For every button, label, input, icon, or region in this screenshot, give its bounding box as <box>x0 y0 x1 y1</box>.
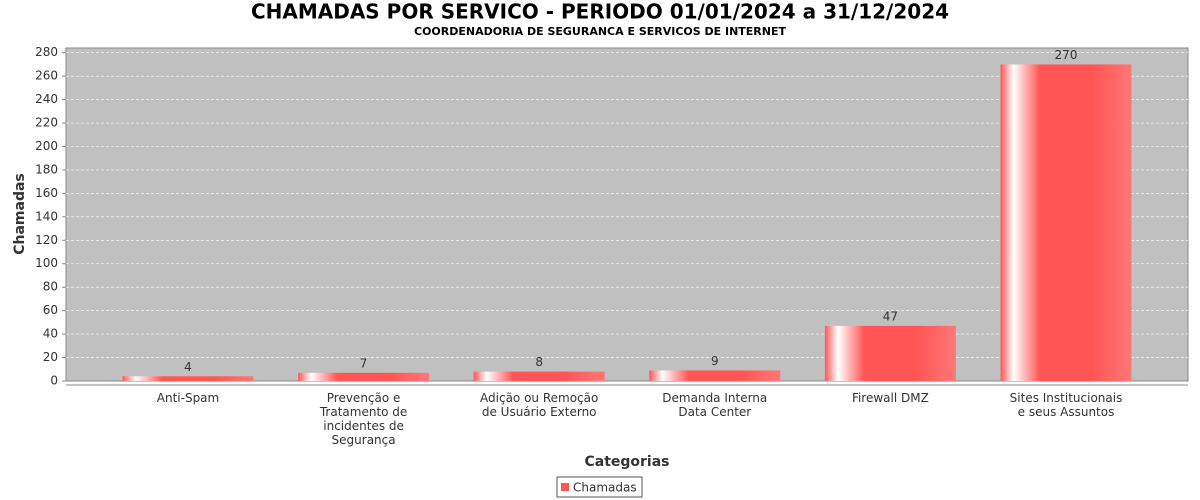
x-tick-label: Adição ou Remoção de Usuário Externo <box>480 391 599 419</box>
value-label: 7 <box>360 356 368 370</box>
value-label: 9 <box>711 354 719 368</box>
bar <box>824 325 956 381</box>
bar <box>122 376 254 381</box>
legend-label: Chamadas <box>573 481 637 495</box>
value-label: 8 <box>535 355 543 369</box>
x-tick-label: Prevenção e Tratamento de incidentes de … <box>319 391 408 447</box>
bar <box>1000 64 1132 381</box>
legend-swatch <box>561 483 569 491</box>
x-tick-label: Demanda Interna Data Center <box>662 391 768 419</box>
y-tick-label: 40 <box>43 327 58 341</box>
x-axis-label: Categorias <box>584 454 669 470</box>
y-tick-label: 120 <box>35 233 58 247</box>
value-label: 4 <box>184 360 192 374</box>
y-tick-label: 60 <box>43 303 58 317</box>
y-tick-label: 220 <box>35 116 58 130</box>
y-tick-label: 200 <box>35 139 58 153</box>
y-tick-label: 100 <box>35 256 58 270</box>
x-tick-label: Firewall DMZ <box>851 391 929 405</box>
bar <box>649 370 781 381</box>
y-tick-label: 140 <box>35 209 58 223</box>
chart-subtitle: COORDENADORIA DE SEGURANCA E SERVICOS DE… <box>414 25 786 38</box>
legend <box>556 476 643 498</box>
bar <box>298 372 430 381</box>
chart-title: CHAMADAS POR SERVICO - PERIODO 01/01/202… <box>251 0 949 24</box>
x-tick-label: Sites Institucionais e seus Assuntos <box>1009 391 1123 419</box>
y-tick-label: 160 <box>35 186 58 200</box>
x-tick-label: Anti-Spam <box>156 391 220 405</box>
y-tick-label: 180 <box>35 162 58 176</box>
value-label: 270 <box>1055 48 1078 62</box>
bar <box>473 371 605 381</box>
y-tick-label: 260 <box>35 69 58 83</box>
y-axis-label: Chamadas <box>12 173 28 255</box>
y-tick-label: 0 <box>50 374 58 388</box>
y-tick-label: 20 <box>43 350 58 364</box>
y-tick-label: 280 <box>35 45 58 59</box>
y-tick-label: 240 <box>35 92 58 106</box>
y-tick-label: 80 <box>43 280 58 294</box>
value-label: 47 <box>883 309 898 323</box>
